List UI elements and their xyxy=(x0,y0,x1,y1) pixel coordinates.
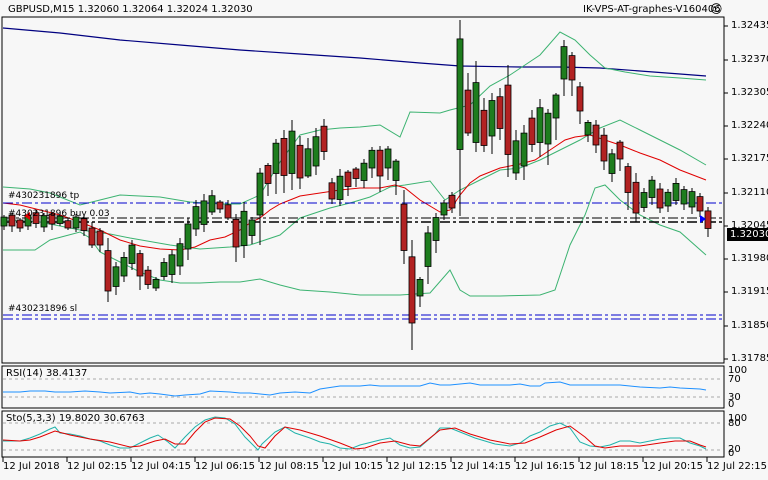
time-tick-label: 12 Jul 18:15 xyxy=(579,461,639,472)
price-tick-label: 1.31785 xyxy=(731,353,768,364)
rsi-pane[interactable] xyxy=(1,365,725,409)
time-tick-label: 12 Jul 02:15 xyxy=(67,461,127,472)
rsi-level-0-label: 0 xyxy=(728,399,735,410)
price-tick-label: 1.32435 xyxy=(731,20,768,31)
time-tick-label: 12 Jul 16:15 xyxy=(515,461,575,472)
bollinger-upper-band xyxy=(2,31,707,206)
price-tick-label: 1.32305 xyxy=(731,87,768,98)
time-axis-ticks xyxy=(2,457,708,462)
time-tick-label: 12 Jul 10:15 xyxy=(323,461,383,472)
symbol-info-label: GBPUSD,M15 1.32060 1.32064 1.32024 1.320… xyxy=(8,4,253,15)
sto-level-20-label: 20 xyxy=(728,444,741,455)
price-tick-label: 1.32110 xyxy=(731,187,768,198)
time-tick-label: 12 Jul 08:15 xyxy=(259,461,319,472)
candlesticks xyxy=(0,20,712,350)
bollinger-lower-band xyxy=(3,184,707,297)
price-tick-label: 1.32175 xyxy=(731,153,768,164)
time-tick-label: 12 Jul 22:15 xyxy=(707,461,767,472)
bollinger-middle-band xyxy=(2,119,707,250)
expert-advisor-label: IK-VPS-AT-graphes-V160406 xyxy=(583,4,721,15)
current-price-label: 1.32030 xyxy=(727,228,768,241)
time-tick-label: 12 Jul 2018 xyxy=(3,461,60,472)
sto-level-80-label: 80 xyxy=(728,418,741,429)
buy-order-label: #430231896 buy 0.03 xyxy=(8,209,110,219)
rsi-line xyxy=(3,381,707,397)
rsi-level-70-label: 70 xyxy=(728,374,741,385)
sto-level-0-label: 0 xyxy=(728,448,735,459)
stochastic-label: Sto(5,3,3) 19.8020 30.6763 xyxy=(6,413,145,424)
rsi-level-100-label: 100 xyxy=(728,365,748,376)
buy-arrow-icon xyxy=(700,215,706,223)
time-tick-label: 12 Jul 06:15 xyxy=(195,461,255,472)
price-tick-label: 1.32045 xyxy=(731,220,768,231)
rsi-level-30-label: 30 xyxy=(728,392,741,403)
price-tick-label: 1.31850 xyxy=(731,320,768,331)
stochastic-pane[interactable] xyxy=(1,410,725,458)
price-axis-ticks xyxy=(724,25,728,360)
price-tick-label: 1.31915 xyxy=(731,286,768,297)
time-tick-label: 12 Jul 20:15 xyxy=(643,461,703,472)
take-profit-label: #430231896 tp xyxy=(8,191,80,201)
price-tick-label: 1.31980 xyxy=(731,253,768,264)
time-tick-label: 12 Jul 04:15 xyxy=(131,461,191,472)
sto-level-100-label: 100 xyxy=(728,413,748,424)
slow-moving-average-line xyxy=(2,27,707,77)
price-tick-label: 1.32240 xyxy=(731,120,768,131)
time-tick-label: 12 Jul 12:15 xyxy=(387,461,447,472)
fast-moving-average-line xyxy=(2,134,707,251)
smiley-icon[interactable]: ☺ xyxy=(710,2,723,16)
time-tick-label: 12 Jul 14:15 xyxy=(451,461,511,472)
rsi-label: RSI(14) 38.4137 xyxy=(6,368,88,379)
sell-arrow-icon xyxy=(24,212,30,220)
price-tick-label: 1.32370 xyxy=(731,54,768,65)
stochastic-signal-line xyxy=(2,417,707,450)
main-price-pane[interactable] xyxy=(1,16,725,364)
stop-loss-label: #430231896 sl xyxy=(8,304,78,314)
